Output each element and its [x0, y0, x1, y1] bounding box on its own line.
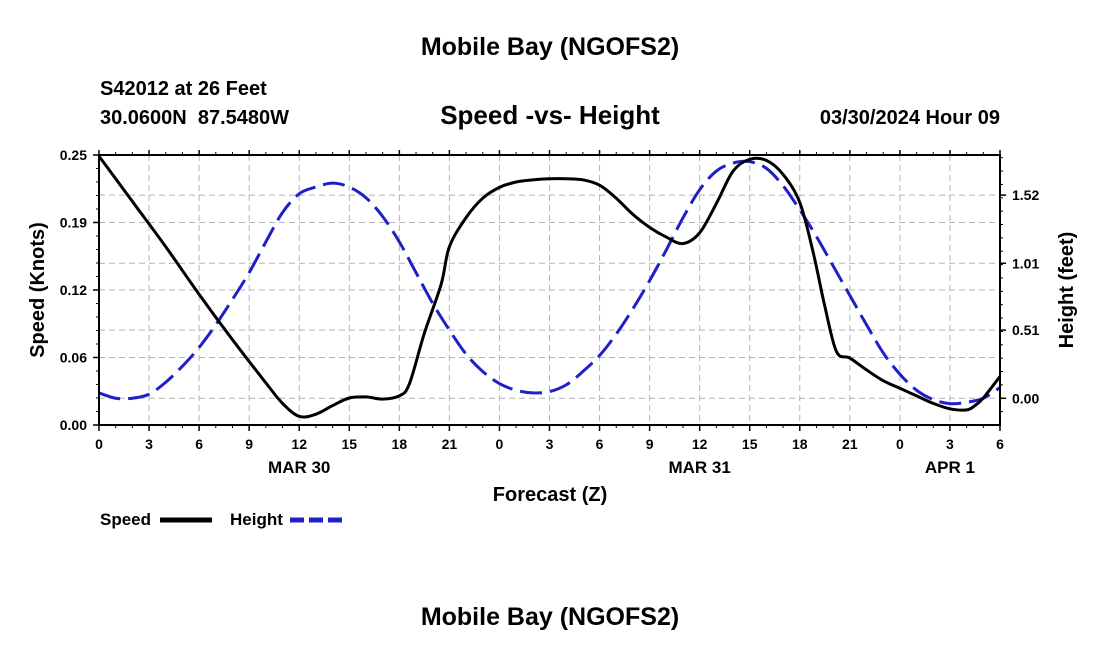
x-tick-label: 6	[596, 436, 604, 452]
x-tick-label: 15	[341, 436, 357, 452]
y2-tick-label: 1.01	[1012, 255, 1039, 271]
y2-tick-label: 0.00	[1012, 390, 1039, 406]
legend-speed-label: Speed	[100, 510, 151, 529]
date-label: APR 1	[925, 458, 975, 477]
y-tick-label: 0.19	[60, 215, 87, 231]
footer-title: Mobile Bay (NGOFS2)	[421, 603, 679, 631]
station-label: S42012 at 26 Feet	[100, 78, 267, 100]
y2-tick-label: 0.51	[1012, 322, 1039, 338]
x-tick-label: 0	[896, 436, 904, 452]
forecast-timestamp: 03/30/2024 Hour 09	[820, 107, 1000, 129]
legend-height-label: Height	[230, 510, 283, 529]
x-tick-label: 21	[442, 436, 458, 452]
y-tick-label: 0.00	[60, 417, 87, 433]
x-tick-label: 0	[496, 436, 504, 452]
x-tick-label: 0	[95, 436, 103, 452]
tick-labels: 0 3 6 9 12 15 18 21 0 3 6 9 12 15 18 21 0 3 6 MAR 30 MAR 31 A…	[60, 147, 1040, 477]
x-tick-label: 21	[842, 436, 858, 452]
x-tick-label: 6	[195, 436, 203, 452]
y-tick-label: 0.12	[60, 282, 87, 298]
plot-frame	[98, 154, 1001, 426]
y-tick-label: 0.06	[60, 350, 87, 366]
legend: Speed Height	[100, 510, 342, 529]
x-tick-label: 9	[646, 436, 654, 452]
x-tick-label: 6	[996, 436, 1004, 452]
x-tick-label: 3	[946, 436, 954, 452]
series-lines	[99, 155, 1000, 419]
x-tick-label: 12	[692, 436, 708, 452]
y2-tick-label: 1.52	[1012, 187, 1039, 203]
x-tick-label: 9	[245, 436, 253, 452]
y2-axis-label: Height (feet)	[1056, 232, 1078, 349]
y-tick-label: 0.25	[60, 147, 87, 163]
x-tick-label: 3	[145, 436, 153, 452]
x-tick-label: 3	[546, 436, 554, 452]
date-label: MAR 30	[268, 458, 330, 477]
x-tick-label: 12	[291, 436, 307, 452]
x-tick-label: 18	[792, 436, 808, 452]
speed-series-line	[99, 155, 1000, 419]
station-coordinates: 30.0600N 87.5480W	[100, 107, 289, 129]
x-tick-label: 15	[742, 436, 758, 452]
chart-subtitle: Speed -vs- Height	[440, 100, 660, 130]
height-series-line	[99, 159, 1000, 406]
x-tick-label: 18	[392, 436, 408, 452]
y-axis-label: Speed (Knots)	[27, 222, 49, 358]
chart-main-title: Mobile Bay (NGOFS2)	[421, 33, 679, 61]
date-label: MAR 31	[668, 458, 730, 477]
x-axis-label: Forecast (Z)	[493, 484, 607, 506]
grid-lines	[99, 155, 1000, 425]
